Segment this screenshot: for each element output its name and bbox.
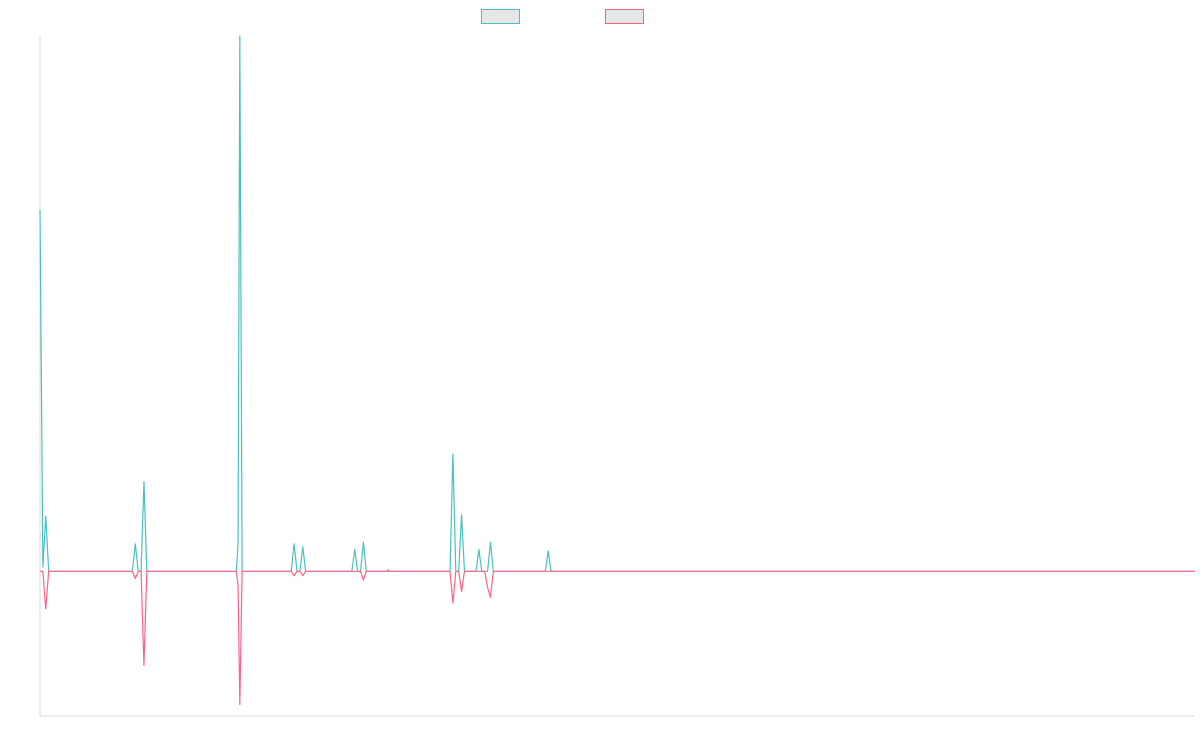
legend-item-series-1[interactable]	[481, 9, 526, 24]
legend-item-series-2[interactable]	[605, 9, 650, 24]
series-line-2	[40, 570, 1195, 706]
series-line-1	[39, 35, 1195, 572]
legend	[0, 9, 1200, 27]
legend-swatch-series-1	[481, 9, 520, 24]
legend-swatch-series-2	[605, 9, 644, 24]
